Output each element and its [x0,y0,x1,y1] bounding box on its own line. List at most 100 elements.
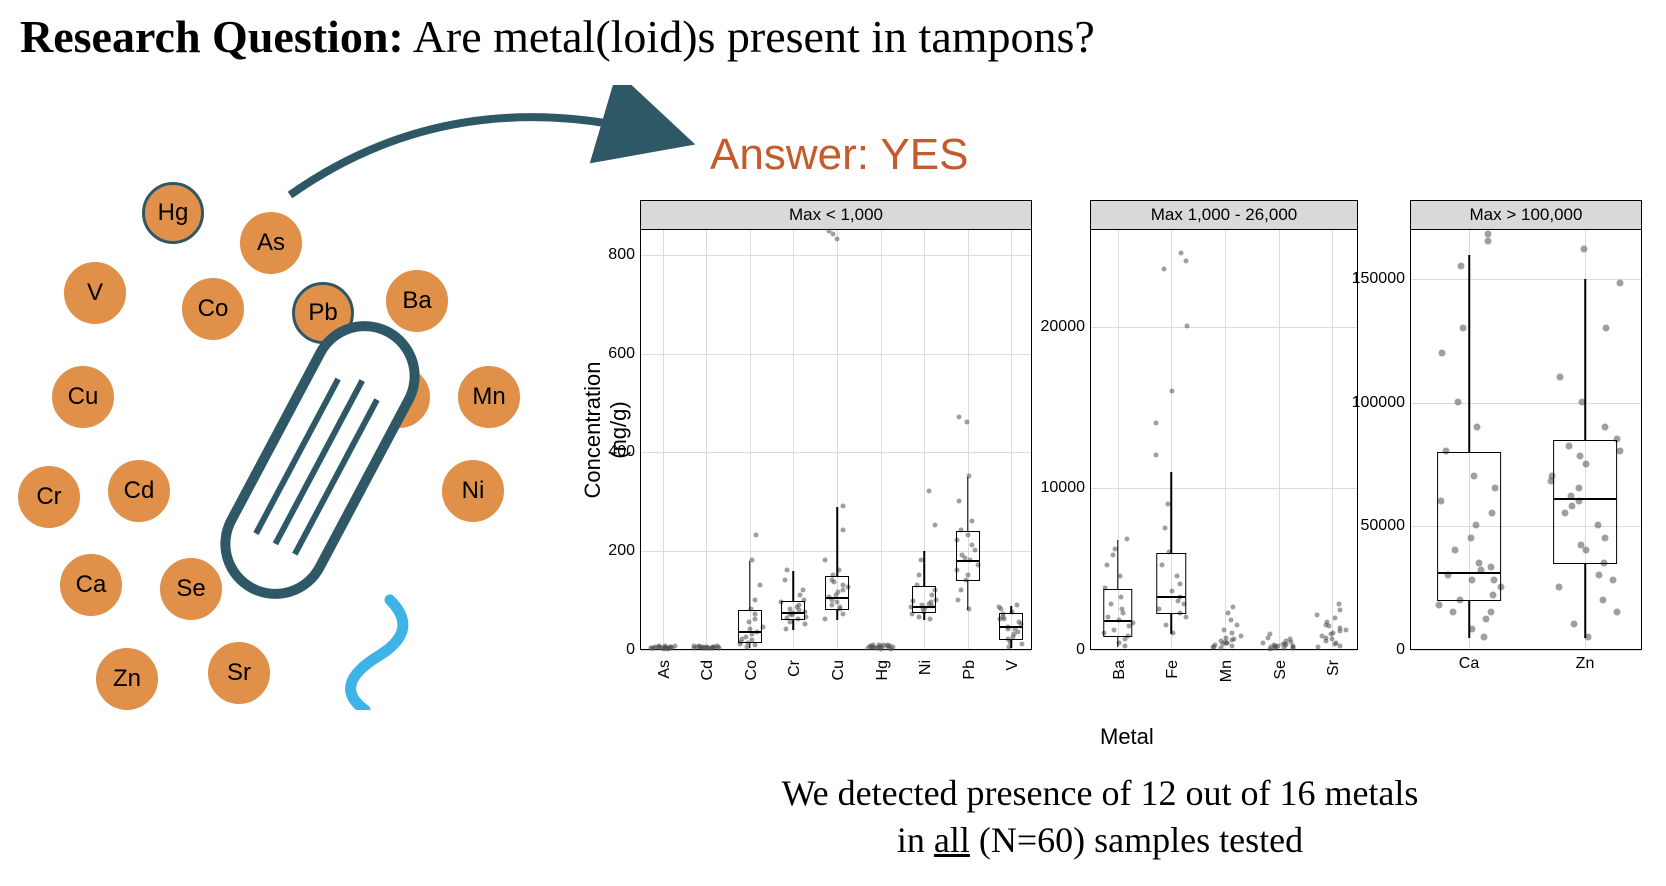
data-point [1581,245,1588,252]
xtick-label: V [1000,660,1022,671]
data-point [1331,630,1336,635]
data-point [709,645,714,650]
illustration: HgAsVCoPbBaCuFeMnCrCdNiCaSeZnSr [10,170,560,810]
data-point [1183,614,1188,619]
data-point [1556,584,1563,591]
data-point [1600,596,1607,603]
data-point [1435,601,1442,608]
panel1: Max < 1,0000200400600800AsCdCoCrCuHgNiPb… [640,200,1032,650]
data-point [797,592,802,597]
data-point [1488,608,1495,615]
data-point [1439,349,1446,356]
xtick-label: Se [1268,660,1290,680]
data-point [1315,613,1320,618]
xtick-label: As [652,660,674,679]
panel-body: 050000100000150000CaZn [1410,230,1642,650]
data-point [958,587,963,592]
ytick-label: 0 [626,641,641,659]
data-point [927,617,932,622]
ytick-label: 0 [1396,641,1411,659]
gridline [663,230,664,649]
whisker [923,613,925,620]
data-point [1272,642,1277,647]
data-point [1596,571,1603,578]
data-point [1460,324,1467,331]
whisker [1010,640,1012,647]
ytick-label: 200 [608,542,641,560]
data-point [1474,423,1481,430]
xtick-label: Mn [1214,660,1236,682]
data-point [1122,643,1127,648]
xtick-label: Cd [695,660,717,680]
data-point [784,567,789,572]
data-point [1229,643,1234,648]
ytick-label: 0 [1076,641,1091,659]
data-point [1338,626,1343,631]
metal-circle-pb: Pb [292,282,354,344]
whisker [1117,540,1119,588]
metal-circle-fe: Fe [368,366,430,428]
data-point [870,645,875,650]
xtick-label: Hg [870,660,892,680]
metal-circle-ni: Ni [442,460,504,522]
whisker [749,643,751,648]
data-point [1556,374,1563,381]
ytick-label: 20000 [1041,318,1092,336]
x-axis-label: Metal [1100,724,1154,750]
boxplot-box [738,610,762,642]
boxplot-box [1437,452,1501,600]
boxplot-box [1103,589,1132,637]
data-point [1213,642,1218,647]
data-point [965,419,970,424]
data-point [1319,634,1324,639]
gridline [1279,230,1280,649]
data-point [1223,635,1228,640]
metal-circle-sr: Sr [208,642,270,704]
gridline [706,230,707,649]
data-point [1610,576,1617,583]
panel3: Max > 100,000050000100000150000CaZn [1410,200,1642,650]
xtick-label: Ca [1459,649,1479,673]
whisker [1468,255,1470,453]
gridline [1332,230,1333,649]
data-point [1104,563,1109,568]
xtick-label: Zn [1576,649,1595,673]
data-point [996,605,1001,610]
whisker [793,571,795,601]
data-point [823,617,828,622]
panel-strip: Max 1,000 - 26,000 [1090,200,1358,230]
gridline [1225,230,1226,649]
gridline [641,452,1031,453]
xtick-label: Pb [957,660,979,680]
metal-circle-cd: Cd [108,460,170,522]
data-point [658,646,663,651]
boxplot-box [912,586,936,613]
data-point [955,597,960,602]
panel-body: 0200400600800AsCdCoCrCuHgNiPbV [640,230,1032,650]
data-point [1329,637,1334,642]
data-point [1288,637,1293,642]
metal-circle-cu: Cu [52,366,114,428]
data-point [841,528,846,533]
data-point [1169,388,1174,393]
data-point [917,614,922,619]
gridline [1411,403,1641,404]
data-point [840,612,845,617]
data-point [1229,630,1234,635]
data-point [1616,448,1623,455]
data-point [784,627,789,632]
ytick-label: 400 [608,443,641,461]
data-point [1153,420,1158,425]
ytick-label: 600 [608,345,641,363]
whisker [1171,614,1173,633]
data-point [1015,602,1020,607]
data-point [1110,553,1115,558]
boxplot-box [999,613,1023,640]
conclusion-text: We detected presence of 12 out of 16 met… [600,770,1600,864]
data-point [1232,637,1237,642]
panel-body: 01000020000BaFeMnSeSr [1090,230,1358,650]
data-point [1616,280,1623,287]
data-point [1571,621,1578,628]
xtick-label: Co [739,660,761,680]
metal-circle-as: As [240,212,302,274]
